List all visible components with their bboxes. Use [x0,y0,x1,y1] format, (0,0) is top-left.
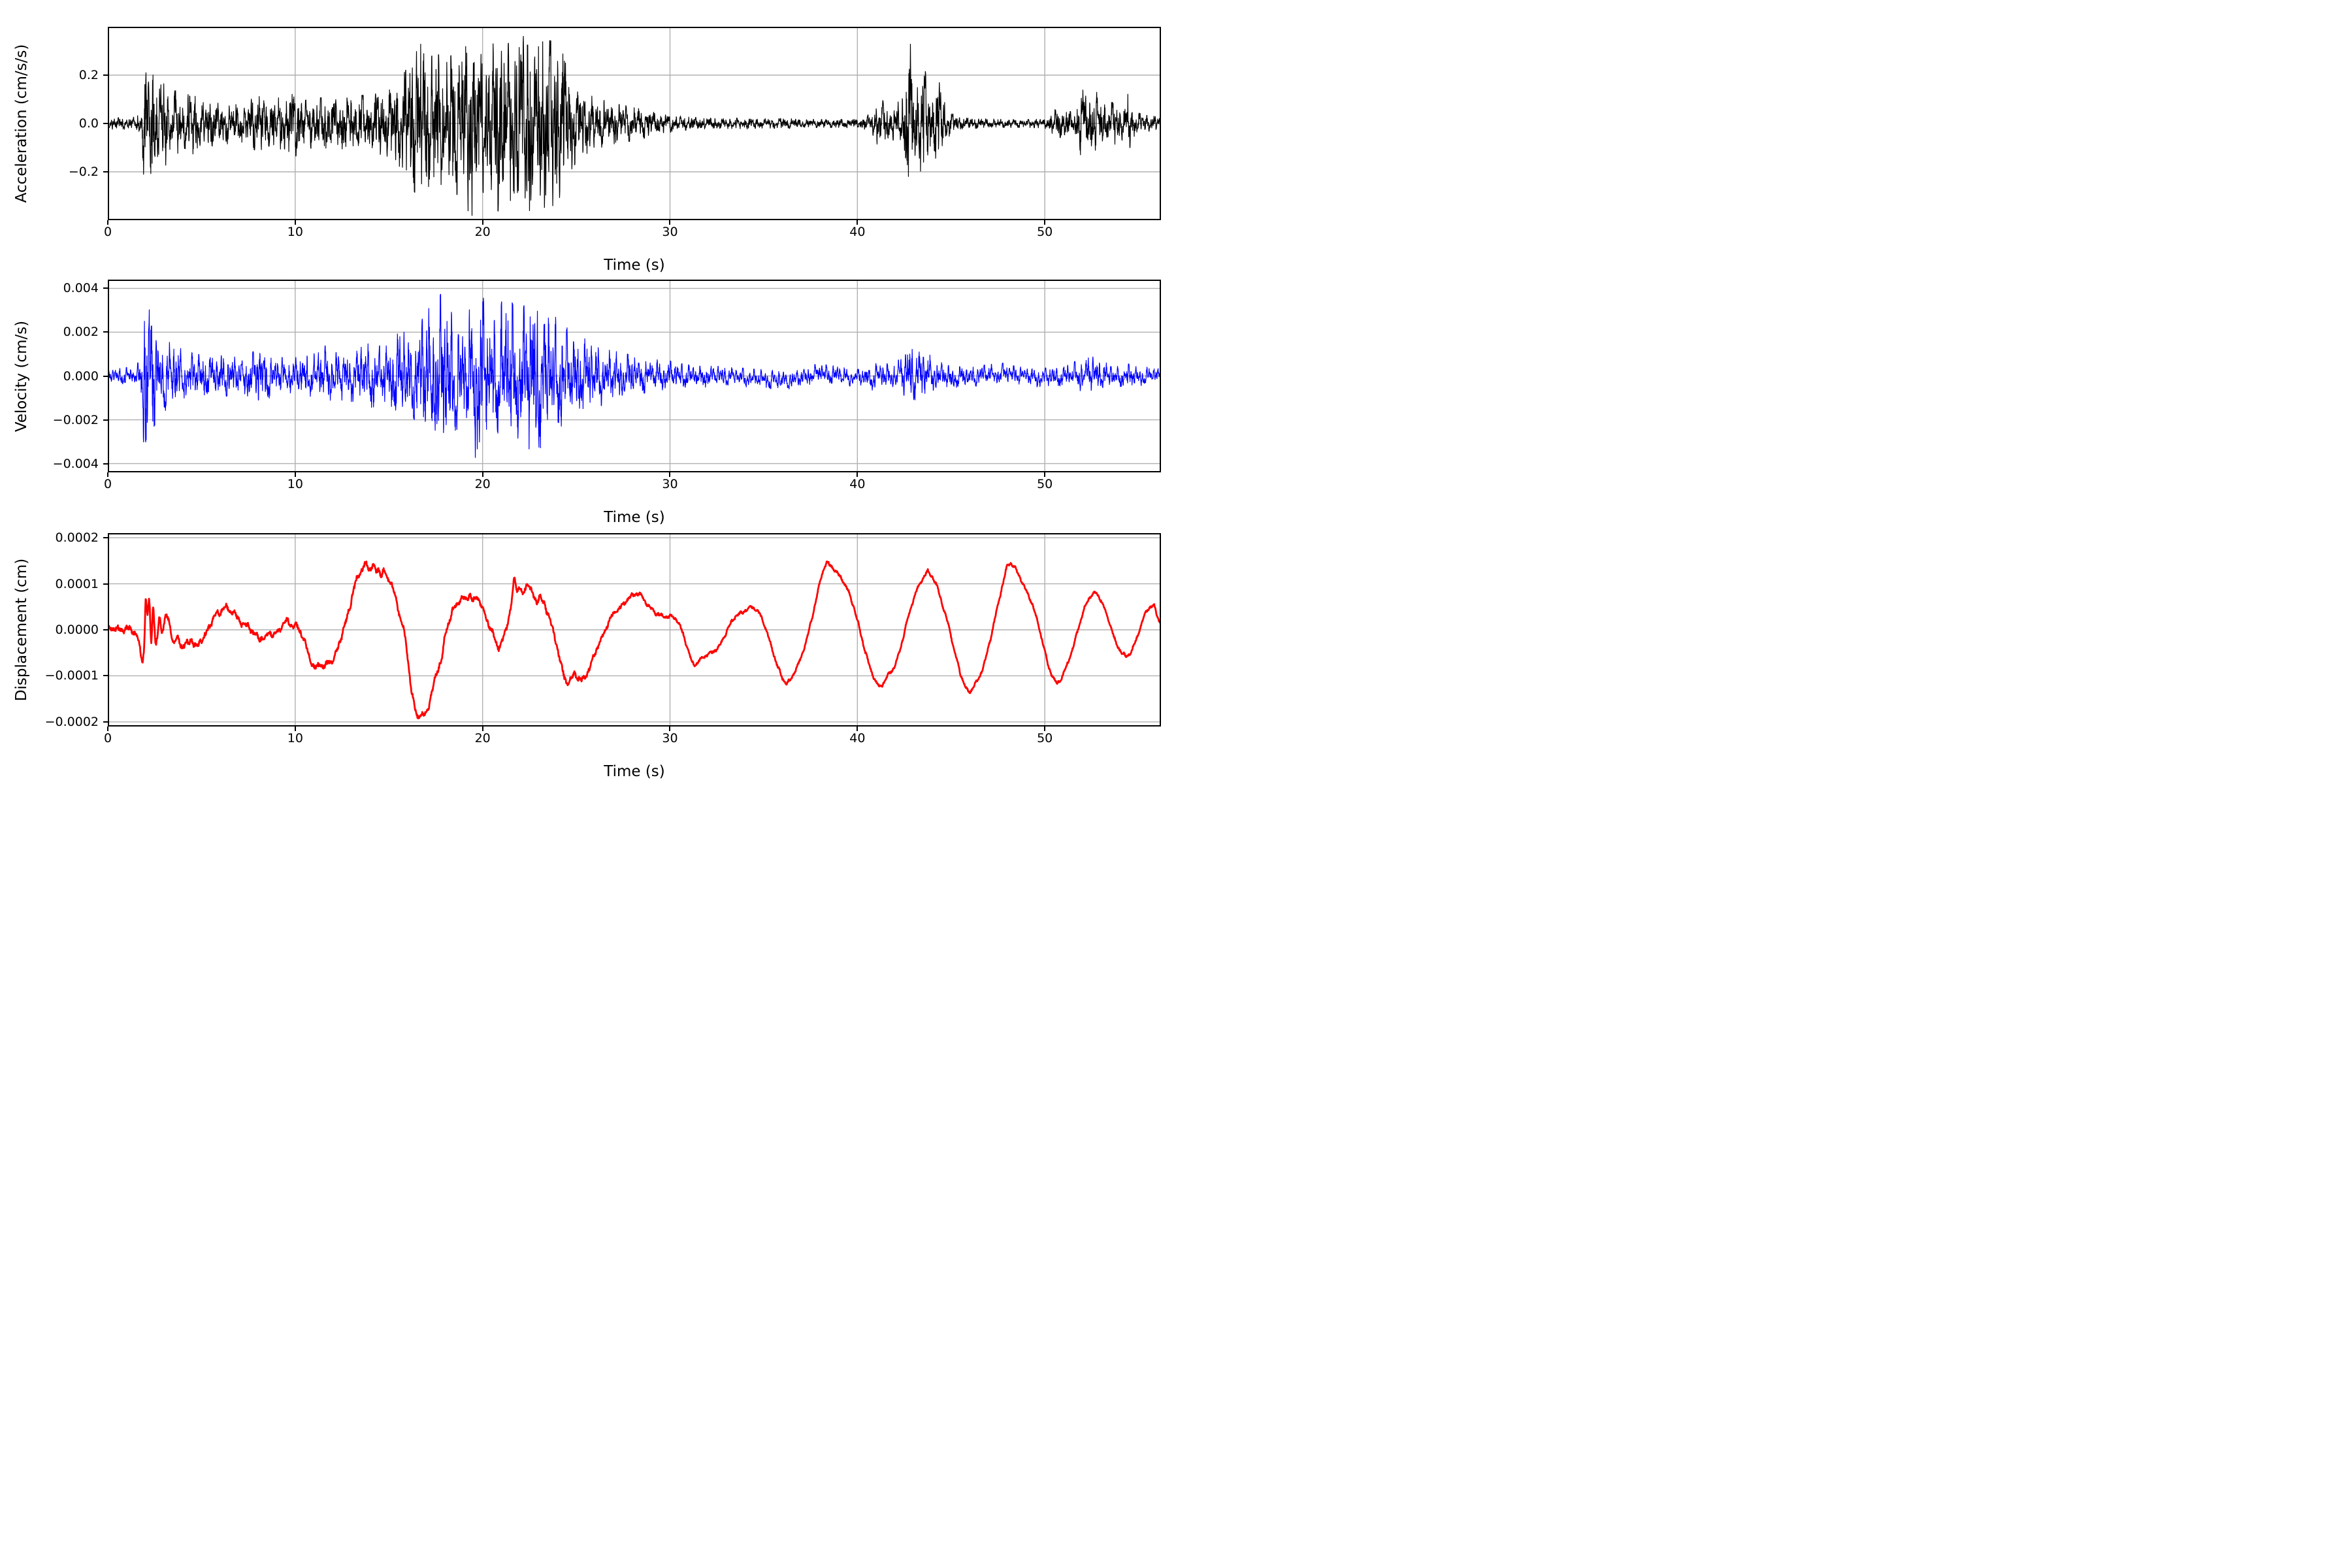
x-tick-label: 0 [103,477,112,491]
y-tick-mark [103,331,108,333]
y-tick-label: 0.0001 [55,576,99,591]
x-tick-label: 30 [662,731,678,745]
x-tick-mark [857,220,858,225]
x-tick-label: 10 [287,731,303,745]
acceleration-x-axis-label: Time (s) [604,257,665,274]
x-tick-label: 10 [287,477,303,491]
y-tick-label: −0.0001 [44,668,99,683]
y-tick-mark [103,537,108,539]
x-tick-label: 0 [103,225,112,239]
seismogram-figure: Acceleration (cm/s/s) Time (s) Velocity … [0,0,1176,784]
x-tick-label: 20 [474,731,491,745]
y-tick-mark [103,463,108,465]
x-tick-mark [482,220,483,225]
x-tick-mark [669,727,671,731]
y-tick-label: −0.2 [68,165,99,179]
y-tick-label: −0.004 [52,456,99,471]
y-tick-label: 0.000 [63,368,99,384]
y-tick-mark [103,123,108,124]
x-tick-label: 40 [849,225,866,239]
velocity-x-axis-label: Time (s) [604,509,665,526]
y-tick-mark [103,721,108,723]
x-tick-mark [294,472,296,477]
x-tick-mark [669,472,671,477]
x-tick-mark [857,472,858,477]
y-tick-label: 0.2 [78,68,99,82]
x-tick-label: 40 [849,731,866,745]
displacement-x-axis-label: Time (s) [604,763,665,780]
x-tick-mark [857,727,858,731]
x-tick-label: 50 [1037,477,1053,491]
x-tick-mark [669,220,671,225]
x-tick-label: 0 [103,731,112,745]
acceleration-trace-canvas [108,27,1161,220]
y-tick-label: 0.0000 [55,623,99,637]
x-tick-label: 10 [287,225,303,239]
velocity-trace-canvas [108,280,1161,472]
x-tick-mark [482,727,483,731]
x-tick-label: 50 [1037,225,1053,239]
x-tick-label: 50 [1037,731,1053,745]
x-tick-mark [1044,472,1046,477]
y-tick-label: −0.0002 [44,714,99,729]
y-tick-mark [103,675,108,677]
x-tick-label: 40 [849,477,866,491]
y-tick-label: 0.0 [78,116,99,131]
x-tick-label: 20 [474,225,491,239]
x-tick-mark [482,472,483,477]
x-tick-mark [294,727,296,731]
y-tick-label: 0.002 [63,325,99,340]
x-tick-mark [1044,220,1046,225]
y-tick-mark [103,629,108,630]
x-tick-label: 30 [662,477,678,491]
y-tick-mark [103,171,108,172]
y-tick-label: 0.0002 [55,531,99,546]
y-tick-label: −0.002 [52,412,99,427]
y-tick-mark [103,419,108,421]
x-tick-mark [107,472,108,477]
displacement-trace-canvas [108,533,1161,727]
x-tick-mark [294,220,296,225]
x-tick-label: 20 [474,477,491,491]
y-tick-mark [103,375,108,377]
x-tick-mark [107,220,108,225]
x-tick-mark [107,727,108,731]
x-tick-label: 30 [662,225,678,239]
y-tick-label: 0.004 [63,281,99,296]
y-tick-mark [103,287,108,289]
x-tick-mark [1044,727,1046,731]
y-tick-mark [103,74,108,76]
y-tick-mark [103,583,108,585]
